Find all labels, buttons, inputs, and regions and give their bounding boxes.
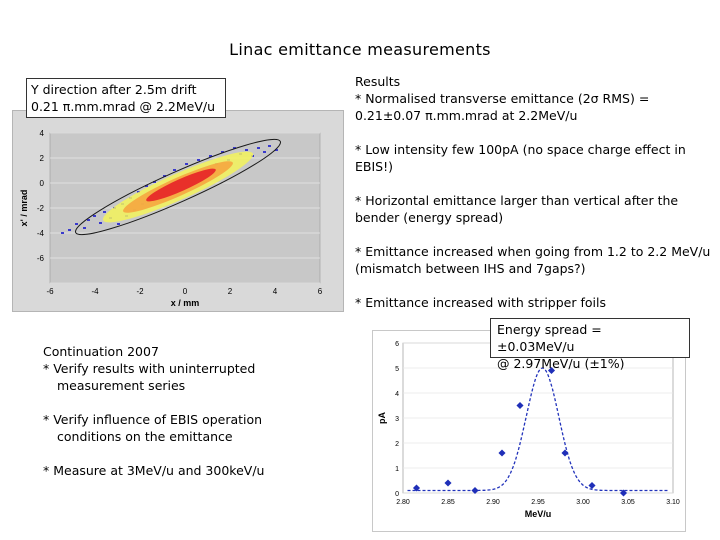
- gaussian-fit-line: [407, 367, 669, 492]
- y-direction-line2: 0.21 π.mm.mrad @ 2.2MeV/u: [31, 99, 216, 114]
- energy-x-tick: 2.85: [441, 499, 455, 506]
- results-block: Results * Normalised transverse emittanc…: [355, 73, 715, 124]
- energy-data-point: [588, 481, 596, 490]
- emittance-xlabel: x / mm: [171, 298, 200, 308]
- emittance-plot-svg: -6 -4 -2 0 2 4 6 4 2 0 -2 -4 -6 x / mm x…: [19, 129, 323, 308]
- results-bullet-3: * Horizontal emittance larger than verti…: [355, 193, 679, 225]
- energy-x-tick: 2.80: [396, 499, 410, 506]
- energy-x-tick: 3.05: [621, 499, 635, 506]
- energy-data-point: [412, 484, 421, 492]
- emittance-ylabel: x' / mrad: [19, 190, 29, 227]
- continuation-item-2: * Verify influence of EBIS operation con…: [43, 412, 263, 444]
- y-tick: 2: [40, 154, 45, 163]
- y-tick: -6: [37, 254, 45, 263]
- emittance-y-ticks: 4 2 0 -2 -4 -6: [37, 129, 45, 263]
- energy-spread-line2: @ 2.97MeV/u (±1%): [497, 356, 625, 371]
- x-tick: -6: [46, 287, 54, 296]
- x-tick: -2: [136, 287, 144, 296]
- energy-x-ticks: 2.80 2.85 2.90 2.95 3.00 3.05 3.10: [396, 499, 680, 506]
- continuation-item-3: * Measure at 3MeV/u and 300keV/u: [43, 463, 265, 478]
- results-line2: 0.21±0.07 π.mm.mrad at 2.2MeV/u: [355, 108, 578, 123]
- energy-y-tick: 0: [395, 491, 399, 498]
- results-line1: * Normalised transverse emittance (2σ RM…: [355, 91, 650, 106]
- energy-y-tick: 6: [395, 341, 399, 348]
- energy-ylabel: pA: [377, 412, 387, 424]
- energy-y-tick: 4: [395, 391, 399, 398]
- emittance-core: [146, 168, 216, 202]
- energy-points: [412, 366, 628, 497]
- y-direction-line1: Y direction after 2.5m drift: [31, 82, 197, 97]
- x-tick: 4: [273, 287, 278, 296]
- energy-y-tick: 1: [395, 466, 399, 473]
- energy-x-tick: 3.10: [666, 499, 680, 506]
- y-tick: 4: [40, 129, 45, 138]
- energy-data-point: [561, 449, 569, 457]
- emittance-ellipse: [75, 138, 281, 236]
- continuation-item-1: * Verify results with uninterrupted meas…: [43, 361, 256, 393]
- x-tick: -4: [91, 287, 99, 296]
- results-panel: Results * Normalised transverse emittanc…: [355, 73, 715, 328]
- emittance-x-ticks: -6 -4 -2 0 2 4 6: [46, 287, 322, 296]
- energy-data-point: [516, 401, 524, 410]
- energy-spread-chart: 0 1 2 3 4 5 6 2.80 2.85 2.90 2.95 3.00 3.05 3.10 MeV…: [372, 330, 686, 532]
- y-tick: 0: [40, 179, 45, 188]
- energy-spread-line1: Energy spread = ±0.03MeV/u: [497, 322, 602, 354]
- results-heading: Results: [355, 74, 401, 89]
- energy-x-tick: 2.95: [531, 499, 545, 506]
- y-tick: -4: [37, 229, 45, 238]
- x-tick: 2: [228, 287, 233, 296]
- emittance-plot: -6 -4 -2 0 2 4 6 4 2 0 -2 -4 -6 x / mm x…: [12, 110, 344, 312]
- energy-y-ticks: 0 1 2 3 4 5 6: [395, 341, 399, 498]
- energy-y-tick: 3: [395, 416, 399, 423]
- energy-y-tick: 5: [395, 366, 399, 373]
- slide-title: Linac emittance measurements: [229, 40, 491, 59]
- energy-spread-box: Energy spread = ±0.03MeV/u @ 2.97MeV/u (…: [490, 318, 690, 371]
- energy-spread-svg: 0 1 2 3 4 5 6 2.80 2.85 2.90 2.95 3.00 3.05 3.10 MeV…: [377, 341, 680, 519]
- energy-x-tick: 2.90: [486, 499, 500, 506]
- continuation-heading: Continuation 2007: [43, 344, 159, 359]
- results-bullet-2: * Low intensity few 100pA (no space char…: [355, 142, 686, 174]
- energy-data-point: [471, 486, 479, 495]
- x-tick: 6: [318, 287, 323, 296]
- results-bullet-5: * Emittance increased with stripper foil…: [355, 295, 606, 310]
- energy-data-point: [498, 449, 506, 457]
- energy-data-point: [619, 489, 628, 497]
- y-tick: -2: [37, 204, 45, 213]
- energy-y-tick: 2: [395, 441, 399, 448]
- energy-x-tick: 3.00: [576, 499, 590, 506]
- energy-data-point: [444, 479, 452, 487]
- continuation-panel: Continuation 2007 * Verify results with …: [43, 343, 323, 479]
- energy-data-point: [547, 366, 556, 375]
- y-direction-box: Y direction after 2.5m drift 0.21 π.mm.m…: [26, 78, 226, 118]
- energy-xlabel: MeV/u: [525, 509, 552, 519]
- results-bullet-4: * Emittance increased when going from 1.…: [355, 244, 711, 276]
- x-tick: 0: [183, 287, 188, 296]
